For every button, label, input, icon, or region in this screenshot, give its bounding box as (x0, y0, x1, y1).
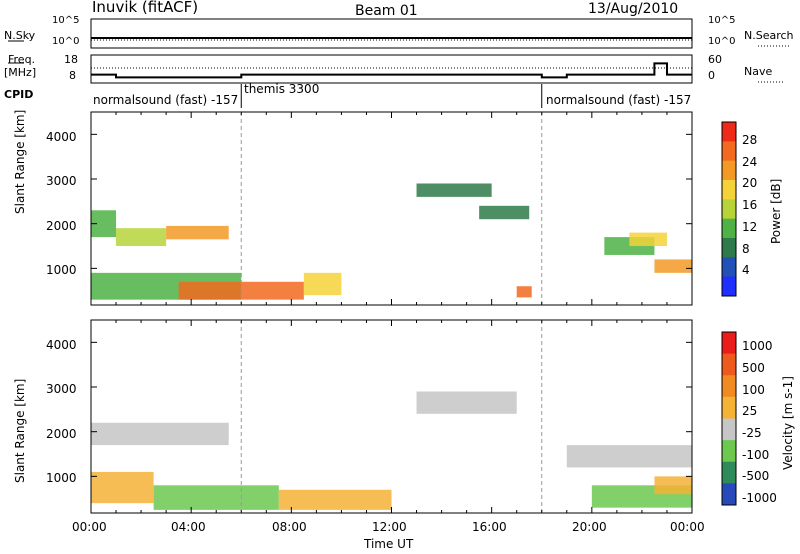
nsky-tick-top: 10^5 (52, 15, 80, 26)
date-title: 13/Aug/2010 (588, 1, 679, 17)
power-cbar-tick-28: 28 (742, 133, 758, 147)
velocity-ylabel: Slant Range [km] (13, 378, 27, 483)
velocity-colorbar-swatch (722, 483, 736, 506)
velocity-colorbar-swatch (722, 332, 736, 355)
velocity-panel-frame (90, 319, 693, 514)
power-cbar-tick-20: 20 (742, 176, 758, 190)
power-colorbar-swatch (722, 257, 736, 278)
power-region (166, 225, 229, 240)
xlabel: Time UT (364, 537, 414, 551)
velocity-ytick-3000: 3000 (46, 382, 77, 396)
velocity-ytick-1000: 1000 (46, 471, 77, 485)
velocity-colorbar-swatch (722, 461, 736, 484)
velocity-region (91, 422, 229, 446)
velocity-cbar-tick-1000: 1000 (742, 339, 773, 353)
velocity-colorbar-swatch (722, 440, 736, 463)
cpid-label: CPID (4, 88, 34, 101)
nave-tick-top: 60 (708, 53, 722, 66)
velocity-colorbar-swatch (722, 375, 736, 398)
velocity-region (654, 476, 692, 495)
power-cbar-label: Power [dB] (769, 178, 783, 244)
station-title: Inuvik (fitACF) (92, 0, 199, 16)
nave-label: Nave (744, 65, 773, 78)
beam-title: Beam 01 (355, 3, 418, 19)
cpid-segment-3: normalsound (fast) -157 (546, 93, 692, 107)
velocity-colorbar-swatch (722, 418, 736, 441)
power-colorbar-swatch (722, 276, 736, 297)
cpid-segment-1: normalsound (fast) -157 (93, 93, 239, 107)
xtick-6: 00:00 (670, 520, 705, 534)
freq-unit-label: [MHz] (4, 66, 37, 79)
velocity-cbar-tick-500: 500 (742, 361, 765, 375)
velocity-region (416, 391, 517, 414)
power-colorbar-swatch (722, 160, 736, 181)
frequency-panel-frame (90, 54, 693, 84)
power-region (629, 232, 667, 247)
xtick-0: 00:00 (72, 520, 107, 534)
power-ytick-3000: 3000 (46, 174, 77, 188)
nsearch-tick-bottom: 10^0 (708, 36, 736, 47)
power-region (416, 183, 492, 197)
power-region (116, 228, 167, 247)
velocity-ytick-4000: 4000 (46, 338, 77, 352)
power-cbar-tick-4: 4 (742, 263, 750, 277)
freq-tick-top: 18 (64, 53, 78, 66)
velocity-cbar-tick-100: 100 (742, 383, 765, 397)
power-colorbar-swatch (722, 122, 736, 142)
noise-panel-frame (90, 18, 693, 49)
power-cbar-tick-16: 16 (742, 198, 758, 212)
nsky-tick-bottom: 10^0 (52, 36, 80, 47)
power-ytick-2000: 2000 (46, 219, 77, 233)
xtick-3: 12:00 (372, 520, 407, 534)
velocity-cbar-tick-m25: -25 (742, 426, 762, 440)
power-cbar-tick-24: 24 (742, 155, 758, 169)
velocity-colorbar-swatch (722, 396, 736, 419)
velocity-cbar-tick-m100: -100 (742, 448, 770, 462)
velocity-colorbar-frame (721, 331, 737, 506)
velocity-colorbar-swatch (722, 353, 736, 376)
nsky-label: N.Sky (4, 29, 36, 42)
power-colorbar-swatch (722, 199, 736, 220)
freq-tick-bottom: 8 (69, 69, 76, 82)
velocity-region (153, 485, 279, 510)
xtick-2: 08:00 (272, 520, 307, 534)
power-cbar-tick-12: 12 (742, 220, 758, 234)
power-ylabel: Slant Range [km] (13, 109, 27, 214)
velocity-cbar-tick-m500: -500 (742, 469, 770, 483)
power-region (654, 259, 692, 273)
power-colorbar-swatch (722, 238, 736, 258)
nsearch-label: N.Search (744, 29, 794, 42)
xtick-1: 04:00 (171, 520, 206, 534)
power-colorbar-swatch (722, 141, 736, 162)
nave-tick-bottom: 0 (708, 69, 715, 82)
frequency-trace (91, 62, 692, 79)
power-cbar-tick-8: 8 (742, 242, 750, 256)
velocity-region (566, 445, 692, 468)
power-colorbar-swatch (722, 180, 736, 200)
power-colorbar-swatch (722, 218, 736, 239)
velocity-cbar-label: Velocity [m s-1] (781, 376, 795, 470)
xtick-4: 16:00 (472, 520, 507, 534)
power-region (516, 286, 532, 298)
velocity-ytick-2000: 2000 (46, 427, 77, 441)
power-region (479, 205, 530, 220)
velocity-cbar-tick-m1000: -1000 (742, 491, 777, 505)
power-ytick-1000: 1000 (46, 263, 77, 277)
power-ytick-4000: 4000 (46, 130, 77, 144)
velocity-region (278, 489, 392, 510)
power-colorbar-frame (721, 121, 737, 297)
xtick-5: 20:00 (572, 520, 607, 534)
velocity-region (91, 471, 154, 504)
cpid-segment-2: themis 3300 (244, 82, 320, 96)
velocity-cbar-tick-25: 25 (742, 404, 758, 418)
power-region (303, 272, 342, 296)
freq-label: Freq. (8, 53, 36, 66)
nsearch-tick-top: 10^5 (708, 15, 736, 26)
